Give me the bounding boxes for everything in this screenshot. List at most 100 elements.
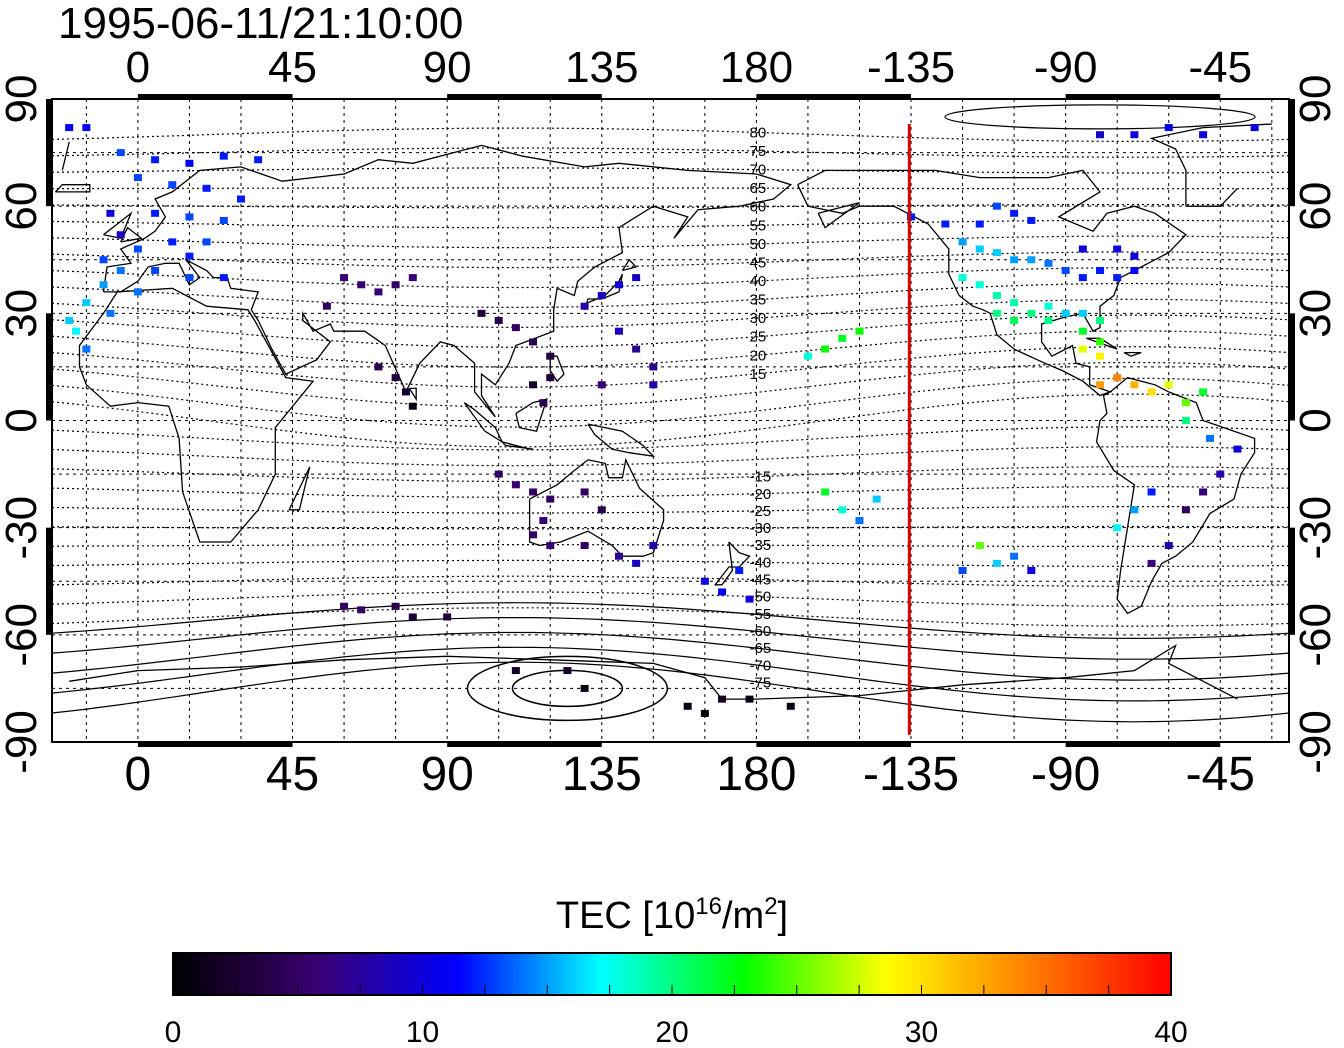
- coastline: [103, 211, 133, 240]
- tec-point: [855, 327, 864, 335]
- tec-point: [1130, 506, 1139, 514]
- tec-point: [529, 531, 538, 539]
- tec-point: [185, 213, 194, 221]
- tec-point: [580, 684, 589, 692]
- lat-tick-label-right: -90: [1291, 710, 1340, 774]
- tec-point: [185, 159, 194, 167]
- frame-bar: [447, 94, 602, 99]
- tec-point: [408, 402, 417, 410]
- tec-point: [65, 124, 74, 132]
- tec-point: [511, 481, 520, 489]
- coastline: [549, 355, 565, 383]
- lon-tick-label-top: 90: [423, 43, 472, 92]
- lon-tick-label-bottom: 45: [266, 748, 319, 801]
- tec-point: [1096, 316, 1105, 324]
- coastline: [69, 643, 1238, 700]
- tec-point: [1027, 216, 1036, 224]
- tec-point: [700, 709, 709, 717]
- tec-point: [1181, 417, 1190, 424]
- contour-line: [51, 646, 1290, 702]
- tec-point: [1199, 388, 1208, 396]
- tec-point: [168, 181, 177, 189]
- lon-tick-label-bottom: -90: [1031, 748, 1100, 801]
- tec-point: [1078, 274, 1087, 282]
- tec-point: [1078, 327, 1087, 335]
- contour-label: 55: [750, 217, 767, 234]
- tec-point: [614, 281, 623, 289]
- colorbar-tick-label: 30: [905, 1016, 938, 1048]
- tec-point: [803, 352, 812, 360]
- tec-point: [219, 274, 228, 282]
- tec-point: [683, 702, 692, 710]
- contour-line: [51, 591, 1290, 607]
- tec-point: [82, 345, 91, 353]
- coastline: [288, 466, 311, 511]
- lon-tick-label-top: 0: [126, 43, 150, 92]
- tec-point: [391, 602, 400, 610]
- lat-tick-label-right: 30: [1291, 289, 1340, 338]
- lat-tick-label-left: 90: [0, 75, 46, 124]
- tec-point: [958, 567, 967, 575]
- pole-contour: [944, 104, 1256, 130]
- contour-label: 35: [750, 292, 767, 309]
- tec-point: [992, 291, 1001, 299]
- tec-point: [357, 606, 366, 614]
- tec-point: [1027, 309, 1036, 317]
- tec-point: [539, 517, 548, 525]
- tec-point: [116, 149, 125, 157]
- tec-point: [718, 695, 727, 703]
- tec-point: [975, 281, 984, 289]
- tec-point: [1216, 470, 1225, 478]
- tec-point: [106, 309, 115, 317]
- coastline: [528, 457, 665, 557]
- contour-line: [51, 346, 1290, 388]
- tec-point: [1096, 381, 1105, 389]
- contour-line: [51, 631, 1290, 681]
- tec-point: [907, 213, 916, 221]
- tec-point: [1078, 245, 1087, 253]
- tec-point: [340, 602, 349, 610]
- contour-label: -70: [750, 657, 772, 674]
- lat-tick-label-left: -30: [0, 496, 46, 560]
- tec-point: [185, 252, 194, 260]
- contour-line: [51, 377, 1290, 428]
- tec-point: [72, 327, 81, 335]
- tec-point: [529, 338, 538, 346]
- tec-point: [133, 174, 142, 182]
- tec-point: [1130, 252, 1139, 260]
- lon-tick-label-bottom: -135: [863, 748, 959, 801]
- contour-label: 45: [750, 254, 767, 271]
- contour-line: [51, 485, 1290, 498]
- contour-line: [51, 147, 1290, 158]
- tec-point: [821, 345, 830, 353]
- contour-line: [51, 203, 1290, 209]
- tec-point: [632, 274, 641, 282]
- tec-point: [838, 506, 847, 514]
- top-longitude-labels: 0 45 90 135 180 -135 -90 -45: [126, 43, 1252, 92]
- contour-label: -25: [750, 503, 772, 520]
- tec-point: [254, 156, 263, 164]
- tec-point: [1147, 388, 1156, 396]
- lon-tick-label-bottom: 90: [420, 748, 473, 801]
- tec-point: [1164, 542, 1173, 550]
- coastline: [817, 201, 860, 229]
- lat-tick-label-left: 0: [0, 408, 46, 432]
- tec-point: [1044, 259, 1053, 267]
- magnetic-latitude-contours: [51, 104, 1290, 723]
- tec-point: [745, 595, 754, 603]
- lat-tick-label-right: -30: [1291, 496, 1340, 560]
- tec-point: [1199, 131, 1208, 139]
- coastline: [501, 441, 534, 450]
- frame-bar: [756, 742, 912, 747]
- tec-point: [1096, 352, 1105, 360]
- tec-point: [1205, 434, 1214, 442]
- contour-label: -50: [750, 589, 772, 606]
- tec-point: [597, 381, 606, 389]
- tec-point: [1164, 124, 1173, 132]
- lat-tick-label-left: -90: [0, 710, 46, 774]
- contour-label: 25: [750, 329, 767, 346]
- tec-point: [718, 588, 727, 596]
- tec-point: [1061, 266, 1070, 274]
- contour-label: -65: [750, 640, 772, 657]
- tec-point: [391, 281, 400, 289]
